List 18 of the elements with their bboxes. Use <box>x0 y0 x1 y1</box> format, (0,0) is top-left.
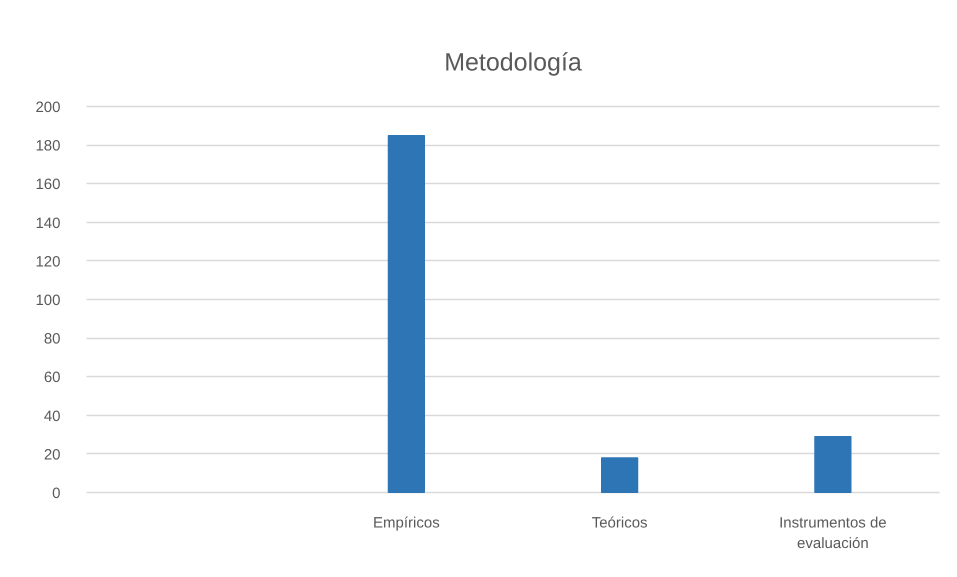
y-tick-label: 40 <box>44 408 61 425</box>
x-tick-label: Instrumentos de evaluación <box>779 514 887 552</box>
x-tick-label: Teóricos <box>592 514 648 532</box>
y-tick-label: 100 <box>35 292 61 309</box>
chart-title: Metodología <box>444 48 582 76</box>
bar <box>814 436 852 493</box>
x-tick-label: Empíricos <box>373 514 440 532</box>
y-tick-label: 80 <box>44 330 61 348</box>
y-tick-label: 120 <box>35 253 61 270</box>
y-tick-label: 160 <box>35 176 61 194</box>
y-tick-label: 200 <box>35 99 61 116</box>
y-tick-label: 0 <box>52 485 60 502</box>
bar <box>601 457 638 493</box>
y-tick-label: 180 <box>35 138 61 155</box>
bar <box>388 134 425 493</box>
y-tick-label: 60 <box>44 369 61 386</box>
y-tick-label: 140 <box>35 214 61 232</box>
y-tick-label: 20 <box>44 446 61 464</box>
